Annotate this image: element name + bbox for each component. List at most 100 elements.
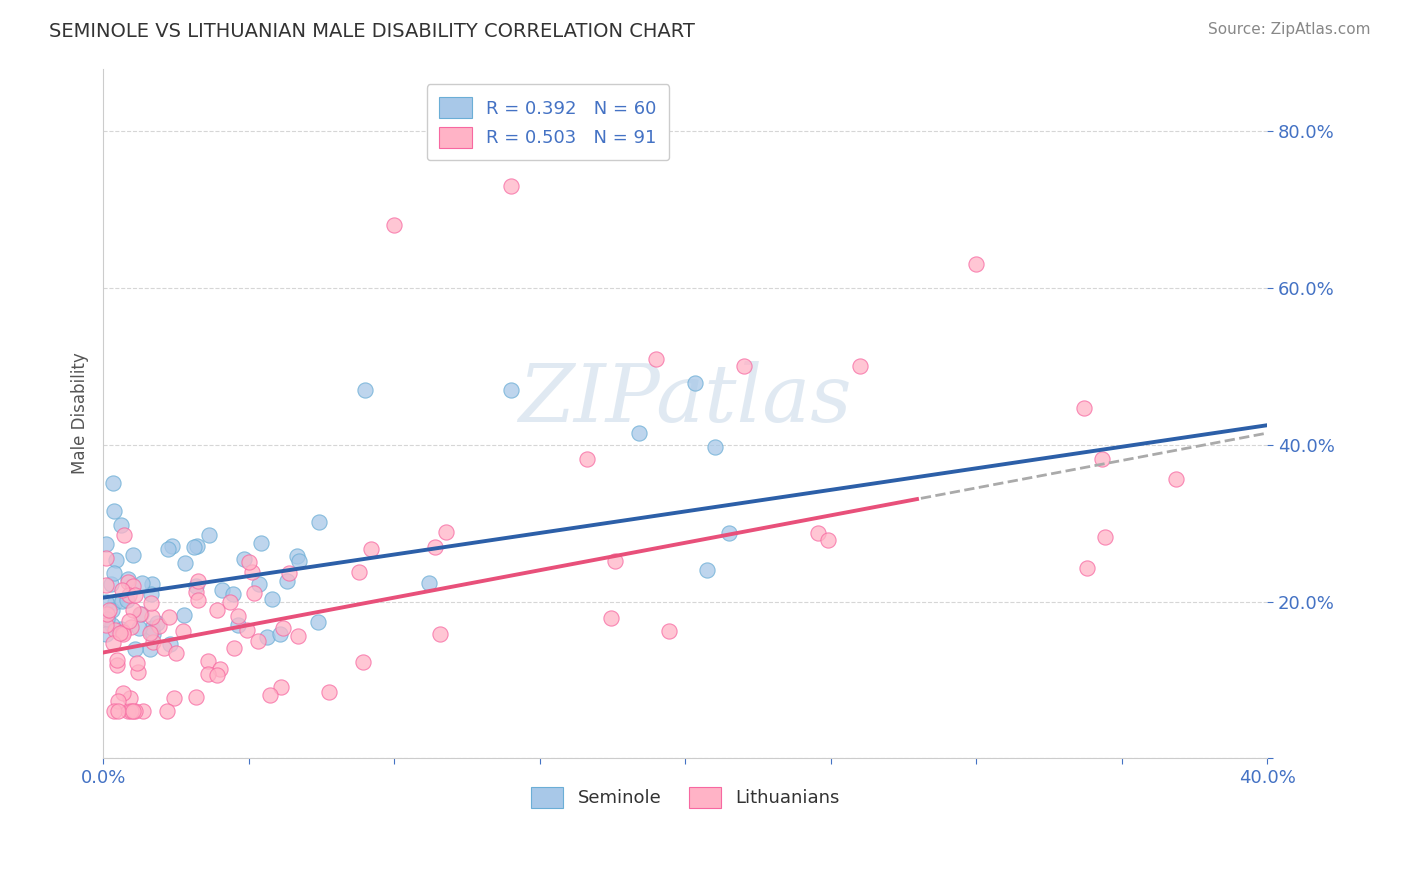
Point (94, 578, 117, 592)
Point (112, 625, 135, 640)
Point (96, 612, 118, 626)
Point (174, 557, 197, 571)
Point (733, 359, 755, 374)
Point (226, 608, 249, 623)
Point (307, 615, 329, 630)
Point (429, 627, 451, 641)
Point (576, 452, 599, 467)
Point (658, 624, 681, 639)
Point (236, 623, 259, 637)
Point (117, 573, 139, 587)
Point (1090, 452, 1112, 467)
Point (142, 635, 165, 649)
Point (139, 626, 162, 640)
Point (276, 574, 298, 589)
Point (96, 537, 118, 551)
Point (434, 525, 457, 540)
Point (112, 626, 135, 640)
Point (247, 576, 270, 591)
Point (645, 351, 668, 366)
Point (129, 607, 152, 621)
Point (139, 641, 162, 656)
Point (111, 582, 134, 597)
Point (186, 539, 208, 553)
Point (124, 704, 146, 718)
Point (173, 607, 195, 622)
Point (499, 179, 522, 194)
Point (124, 588, 146, 602)
Point (232, 551, 254, 566)
Point (108, 626, 131, 640)
Point (187, 592, 209, 607)
Point (132, 704, 155, 718)
Y-axis label: Male Disability: Male Disability (72, 352, 89, 475)
Point (127, 665, 149, 680)
Point (121, 548, 143, 562)
Point (94, 595, 117, 609)
Point (1164, 472, 1187, 486)
Point (121, 603, 143, 617)
Point (110, 622, 132, 636)
Point (499, 383, 522, 397)
Point (141, 577, 163, 591)
Point (278, 566, 301, 580)
Point (965, 258, 987, 272)
Point (128, 621, 150, 635)
Point (250, 536, 273, 550)
Point (94, 550, 117, 565)
Point (141, 621, 163, 635)
Point (197, 666, 219, 681)
Point (94, 626, 117, 640)
Point (115, 593, 138, 607)
Point (269, 627, 291, 641)
Point (349, 565, 371, 579)
Point (165, 646, 187, 660)
Point (107, 694, 129, 708)
Point (156, 541, 179, 556)
Point (308, 516, 330, 530)
Point (121, 704, 143, 718)
Point (1076, 560, 1098, 574)
Point (117, 574, 139, 589)
Point (117, 704, 139, 718)
Point (418, 575, 440, 590)
Point (205, 668, 228, 682)
Point (696, 563, 718, 577)
Point (152, 641, 174, 656)
Point (256, 630, 278, 644)
Point (104, 595, 127, 609)
Point (129, 607, 152, 621)
Point (101, 618, 124, 632)
Point (287, 629, 309, 643)
Point (288, 554, 311, 568)
Point (849, 359, 872, 374)
Point (205, 603, 228, 617)
Point (122, 579, 145, 593)
Point (141, 587, 163, 601)
Point (187, 574, 209, 588)
Point (131, 575, 153, 590)
Point (148, 619, 170, 633)
Point (124, 641, 146, 656)
Point (270, 681, 292, 695)
Point (600, 611, 623, 625)
Point (603, 554, 626, 568)
Point (222, 640, 245, 655)
Point (107, 704, 129, 718)
Point (246, 633, 269, 648)
Point (1094, 530, 1116, 544)
Point (627, 426, 650, 441)
Point (704, 440, 727, 454)
Point (156, 704, 179, 718)
Point (197, 528, 219, 542)
Point (125, 656, 148, 670)
Point (141, 610, 163, 624)
Point (259, 688, 281, 702)
Point (352, 655, 374, 669)
Text: SEMINOLE VS LITHUANIAN MALE DISABILITY CORRELATION CHART: SEMINOLE VS LITHUANIAN MALE DISABILITY C… (49, 22, 695, 41)
Point (142, 627, 165, 641)
Point (273, 621, 295, 635)
Point (208, 662, 231, 676)
Point (98, 603, 121, 617)
Point (103, 566, 125, 580)
